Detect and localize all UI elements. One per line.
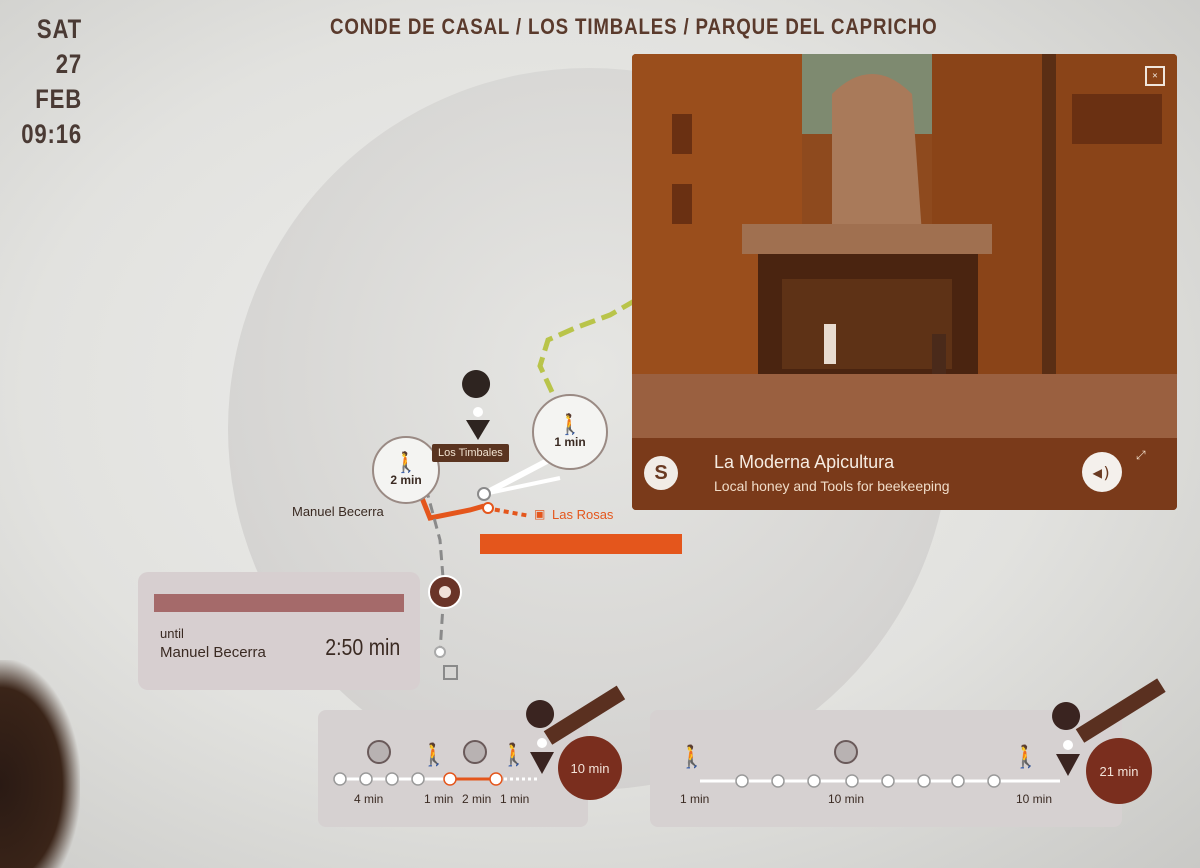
poi-name: La Moderna Apicultura — [714, 452, 895, 472]
walk-icon: 🚶 — [557, 414, 583, 436]
background-person-silhouette — [0, 660, 80, 868]
route-1-segment: 1 min — [500, 792, 530, 806]
street-photo — [632, 54, 1177, 438]
route-option-2[interactable] — [650, 710, 1122, 827]
remaining-time-label: 2:50 min — [325, 634, 400, 660]
transit-info-card[interactable]: until Manuel Becerra 2:50 min — [138, 572, 420, 690]
expand-icon[interactable]: ⤢ — [1136, 448, 1146, 462]
bus-stop-icon: ▣ — [534, 507, 546, 521]
audio-icon[interactable]: ◀) — [1082, 452, 1122, 492]
poi-caption: S La Moderna Apicultura Local honey and … — [632, 438, 1177, 510]
walk-1min-bubble[interactable]: 🚶 1 min — [532, 394, 608, 470]
walk-1min-label: 1 min — [554, 435, 586, 449]
route-2-segment-bus: 10 min — [828, 792, 865, 806]
route-2-segment-walk: 1 min — [680, 792, 710, 806]
time-label: 09:16 — [21, 119, 82, 149]
day-label: SAT — [36, 14, 82, 44]
page-title: CONDE DE CASAL / LOS TIMBALES / PARQUE D… — [330, 14, 938, 39]
close-icon[interactable]: ✕ — [1145, 66, 1165, 86]
date-time-block: SAT 27 FEB 09:16 — [15, 12, 82, 152]
svg-text:🚶: 🚶 — [500, 742, 527, 768]
walk-2min-bubble[interactable]: 🚶 2 min — [372, 436, 440, 504]
stop-label-las-rosas[interactable]: Las Rosas — [552, 507, 614, 522]
route-1-segment: 2 min — [462, 792, 492, 806]
poi-photo-card[interactable]: ✕ S La Moderna Apicultura Local honey an… — [632, 54, 1177, 510]
selected-line-bar[interactable] — [480, 534, 682, 554]
until-label: until — [160, 626, 184, 641]
svg-text:🚶: 🚶 — [678, 744, 705, 770]
route-2-total-time[interactable]: 21 min — [1086, 738, 1152, 804]
stop-label-manuel-becerra[interactable]: Manuel Becerra — [292, 504, 384, 519]
date-label: 27 FEB — [35, 49, 82, 114]
route-1-segment-walk: 4 min — [354, 792, 384, 806]
poi-description: Local honey and Tools for beekeeping — [714, 478, 950, 494]
svg-text:🚶: 🚶 — [420, 742, 447, 768]
destination-stop-label: Manuel Becerra — [160, 644, 266, 661]
line-color-bar — [154, 594, 404, 612]
route-1-total-time[interactable]: 10 min — [558, 736, 622, 800]
svg-text:🚶: 🚶 — [1012, 744, 1039, 770]
walk-icon: 🚶 — [393, 452, 419, 474]
route-1-segment: 1 min — [424, 792, 454, 806]
poi-logo-icon: S — [644, 456, 678, 490]
pin-label-los-timbales[interactable]: Los Timbales — [432, 444, 509, 462]
walk-2min-label: 2 min — [390, 473, 422, 487]
route-2-segment-walk: 10 min — [1016, 792, 1053, 806]
